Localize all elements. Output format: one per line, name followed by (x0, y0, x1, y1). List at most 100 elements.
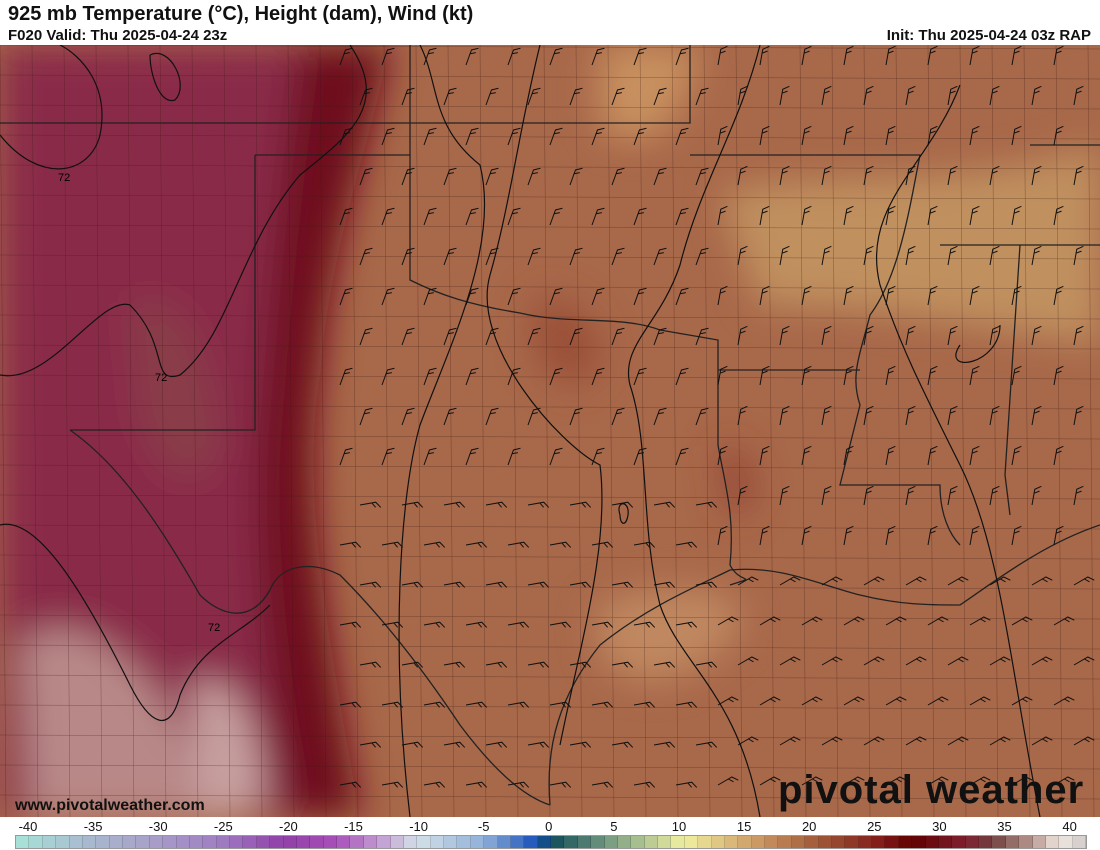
wind-barb (359, 327, 373, 346)
colorbar-cell (791, 836, 806, 848)
wind-barb (779, 485, 790, 506)
wind-barb (821, 485, 832, 506)
colorbar-cell (658, 836, 672, 848)
contour-label: 72 (155, 372, 167, 384)
wind-barb (927, 125, 938, 146)
county-line (0, 794, 1100, 800)
wind-barb (801, 45, 812, 66)
wind-barb (843, 776, 865, 786)
colorbar-cell (872, 836, 886, 848)
colorbar-cell (684, 836, 699, 848)
wind-barb (443, 407, 457, 426)
wind-barb (591, 781, 614, 788)
colorbar-cell (537, 836, 551, 848)
wind-barb (695, 87, 709, 106)
wind-barb (381, 621, 404, 628)
wind-barb (737, 656, 759, 666)
wind-barb (885, 125, 896, 146)
colorbar-cell (310, 836, 324, 848)
wind-barb (401, 167, 415, 186)
wind-barb (717, 125, 728, 146)
wind-barb (989, 656, 1011, 666)
wind-barb (465, 47, 479, 66)
wind-barb (759, 445, 770, 466)
wind-barb (1053, 445, 1064, 466)
pivotal-weather-logo: pivotal weather (778, 768, 1085, 812)
county-line (319, 45, 327, 817)
wind-barb (527, 407, 541, 426)
wind-barb (611, 501, 634, 508)
wind-barb (801, 205, 812, 226)
wind-barb (1053, 696, 1075, 706)
county-lines (0, 45, 1100, 817)
wind-barb (947, 85, 958, 106)
wind-barb (423, 701, 446, 708)
wind-barb (465, 541, 488, 548)
wind-barb (779, 165, 790, 186)
colorbar-cell (831, 836, 846, 848)
wind-barb (465, 127, 479, 146)
wind-barb (465, 287, 479, 306)
contour-label: 72 (208, 622, 220, 634)
county-line (95, 45, 103, 817)
county-line (0, 704, 1100, 710)
wind-barb (737, 325, 748, 346)
wind-barb (989, 576, 1011, 586)
wind-barb (969, 45, 980, 66)
county-line (0, 104, 1100, 110)
colorbar (15, 835, 1087, 849)
wind-barb (885, 525, 896, 546)
wind-barb (591, 447, 605, 466)
wind-barb (527, 167, 541, 186)
colorbar-tick-label: 0 (545, 819, 553, 834)
wind-barb (717, 285, 728, 306)
colorbar-cell (29, 836, 43, 848)
colorbar-tick-label: -10 (409, 819, 428, 834)
wind-barb (675, 701, 698, 708)
wind-barb (611, 407, 625, 426)
county-line (0, 45, 1100, 50)
wind-barb (339, 621, 362, 628)
colorbar-cell (216, 836, 230, 848)
wind-barb (381, 447, 395, 466)
wind-barb (695, 581, 718, 588)
colorbar-cell (417, 836, 431, 848)
wind-barb (401, 501, 424, 508)
colorbar-cell (885, 836, 899, 848)
wind-barb (759, 525, 770, 546)
wind-barb (821, 656, 843, 666)
wind-barb (485, 327, 499, 346)
wind-barb (885, 285, 896, 306)
wind-barb (947, 165, 958, 186)
colorbar-cell (350, 836, 364, 848)
wind-barb (1011, 445, 1022, 466)
weather-map[interactable]: 72 72 72 (0, 45, 1100, 817)
county-line (0, 404, 1100, 410)
wind-barb (423, 541, 446, 548)
wind-barb (485, 87, 499, 106)
wind-barb (569, 741, 592, 748)
wind-barb (423, 621, 446, 628)
colorbar-cell (818, 836, 832, 848)
colorbar-cell (243, 836, 257, 848)
wind-barb (381, 207, 395, 226)
wind-barb (863, 245, 874, 266)
county-line (1055, 45, 1063, 817)
colorbar-cell (698, 836, 712, 848)
wind-barb (465, 781, 488, 788)
wind-barb (485, 501, 508, 508)
colorbar-tick-label: 25 (867, 819, 882, 834)
wind-barb (821, 85, 832, 106)
wind-barb (863, 736, 885, 746)
county-line (0, 554, 1100, 560)
wind-barb (947, 656, 969, 666)
wind-barb (443, 581, 466, 588)
wind-barb (507, 367, 521, 386)
wind-barb (401, 407, 415, 426)
colorbar-cell (283, 836, 297, 848)
wind-barb (465, 701, 488, 708)
wind-barb (927, 616, 949, 626)
wind-barb (549, 447, 563, 466)
wind-barb (737, 85, 748, 106)
wind-barb (927, 45, 938, 66)
